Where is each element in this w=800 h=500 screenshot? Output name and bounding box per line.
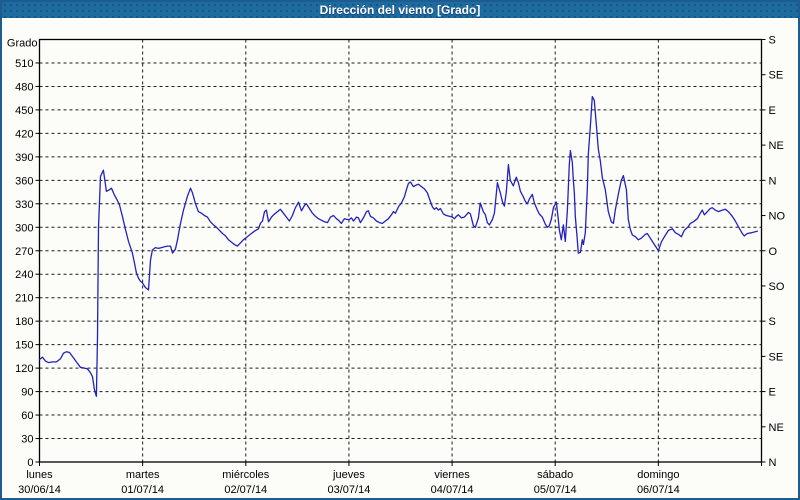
y-axis-label: 240 xyxy=(15,269,33,281)
x-axis-day-label: martes xyxy=(126,469,160,481)
x-axis-date-label: 01/07/14 xyxy=(121,484,164,496)
x-axis-day-label: sábado xyxy=(537,469,573,481)
x-axis-date-label: 04/07/14 xyxy=(431,484,474,496)
x-axis-date-label: 06/07/14 xyxy=(637,484,680,496)
window-title-bar: Dirección del viento [Grado] xyxy=(2,2,798,18)
y-axis-label: 420 xyxy=(15,128,33,140)
compass-axis-label: S xyxy=(769,316,776,328)
x-axis-day-label: viernes xyxy=(434,469,470,481)
compass-axis-label: E xyxy=(769,387,776,399)
compass-axis-label: N xyxy=(769,175,777,187)
compass-axis-label: E xyxy=(769,105,776,117)
y-axis-label: 330 xyxy=(15,199,33,211)
y-axis-label: 90 xyxy=(21,387,33,399)
compass-axis-label: SO xyxy=(769,281,785,293)
y-axis-label: 300 xyxy=(15,222,33,234)
x-axis-day-label: miércoles xyxy=(222,469,270,481)
y-axis-unit-label: Grado xyxy=(7,38,38,50)
window-title: Dirección del viento [Grado] xyxy=(319,3,481,17)
y-axis-label: 480 xyxy=(15,81,33,93)
compass-axis-label: NO xyxy=(769,211,786,223)
x-axis-date-label: 05/07/14 xyxy=(534,484,577,496)
compass-axis-label: N xyxy=(769,457,777,469)
y-axis-label: 210 xyxy=(15,293,33,305)
y-axis-label: 150 xyxy=(15,340,33,352)
x-axis-date-label: 03/07/14 xyxy=(328,484,371,496)
y-axis-label: 120 xyxy=(15,363,33,375)
x-axis-date-label: 30/06/14 xyxy=(18,484,61,496)
x-axis-day-label: jueves xyxy=(332,469,365,481)
y-axis-label: 180 xyxy=(15,316,33,328)
y-axis-label: 360 xyxy=(15,175,33,187)
compass-axis-label: O xyxy=(769,246,778,258)
compass-axis-label: NE xyxy=(769,140,784,152)
y-axis-label: 60 xyxy=(21,410,33,422)
compass-axis-label: SE xyxy=(769,351,784,363)
compass-axis-label: SE xyxy=(769,70,784,82)
y-axis-label: 510 xyxy=(15,58,33,70)
y-axis-label: 30 xyxy=(21,434,33,446)
x-axis-day-label: domingo xyxy=(637,469,679,481)
y-axis-label: 390 xyxy=(15,152,33,164)
y-axis-label: 0 xyxy=(27,457,33,469)
x-axis-date-label: 02/07/14 xyxy=(224,484,267,496)
x-axis-day-label: lunes xyxy=(26,469,53,481)
y-axis-label: 450 xyxy=(15,105,33,117)
compass-axis-label: S xyxy=(769,35,776,47)
y-axis-label: 270 xyxy=(15,246,33,258)
compass-axis-label: NE xyxy=(769,422,784,434)
wind-direction-line xyxy=(38,95,758,397)
